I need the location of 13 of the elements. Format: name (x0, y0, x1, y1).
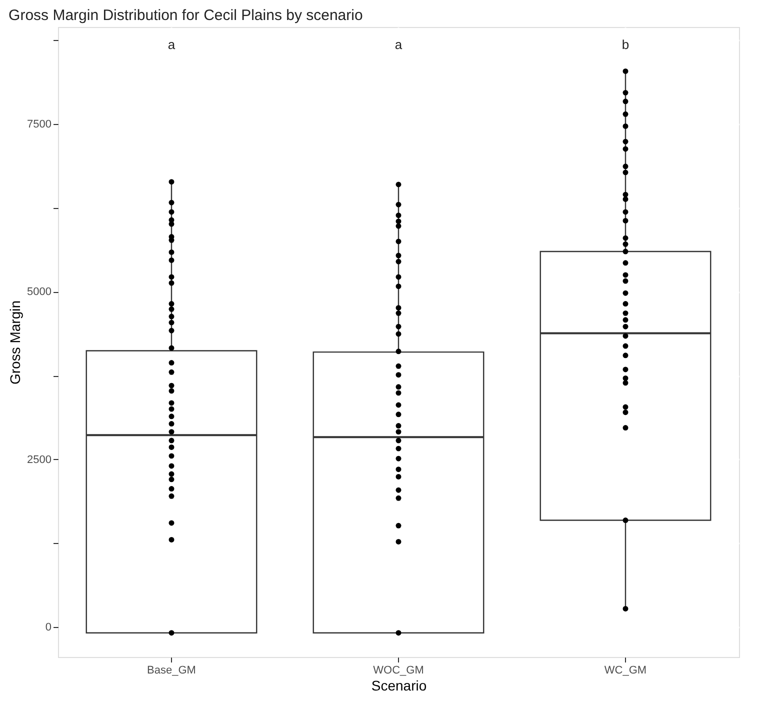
chart-title: Gross Margin Distribution for Cecil Plains by scenario (8, 7, 363, 24)
annotation: b (622, 37, 630, 52)
annotation: a (168, 37, 176, 52)
y-tick-label: 7500 (27, 118, 52, 131)
x-tick-label: Base_GM (147, 664, 196, 676)
y-tick-label: 5000 (27, 286, 52, 298)
x-tick-label: WOC_GM (373, 664, 424, 676)
y-axis-title: Gross Margin (7, 300, 24, 385)
y-tick-label: 2500 (27, 454, 52, 466)
x-tick-label: WC_GM (604, 664, 647, 676)
x-axis-title: Scenario (371, 678, 427, 694)
annotation: a (394, 37, 403, 52)
y-tick-label: 0 (45, 621, 52, 634)
